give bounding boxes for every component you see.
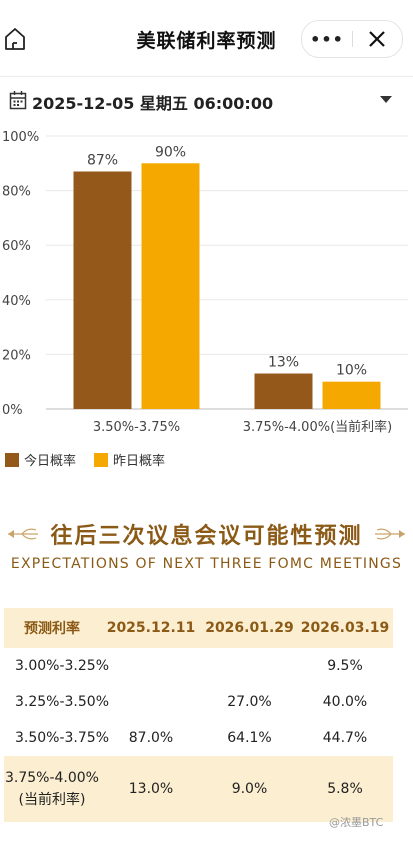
close-button[interactable]: [353, 21, 402, 57]
table-row: 3.50%-3.75% 87.0% 64.1% 44.7%: [4, 720, 393, 756]
fomc-table: 预测利率 2025.12.11 2026.01.29 2026.03.19 3.…: [4, 608, 393, 822]
section-subtitle: EXPECTATIONS OF NEXT THREE FOMC MEETINGS: [10, 556, 403, 572]
rate-cell: 3.00%-3.25%: [15, 658, 110, 674]
table-header-row: 预测利率 2025.12.11 2026.01.29 2026.03.19: [4, 608, 393, 648]
legend-item-yesterday: 昨日概率: [94, 450, 165, 469]
value-cell: 27.0%: [227, 694, 272, 710]
legend-item-today: 今日概率: [5, 450, 76, 469]
date-selector[interactable]: 2025-12-05 星期五 06:00:00: [0, 86, 413, 116]
legend-swatch-yesterday: [94, 452, 108, 467]
mini-program-capsule: •••: [301, 20, 403, 58]
value-cell: 9.5%: [327, 658, 363, 674]
dropdown-arrow-icon[interactable]: [380, 96, 392, 103]
rate-cell: 3.75%-4.00% (当前利率): [4, 767, 100, 811]
table-row: 3.00%-3.25% 9.5%: [4, 648, 393, 684]
y-tick-label: 60%: [2, 239, 31, 254]
data-label: 87%: [87, 152, 118, 168]
y-tick-label: 40%: [2, 294, 31, 309]
probability-bar-chart: 100% 80% 60% 40% 20% 0% 87% 90% 3.50%-3.75% 13% 10…: [0, 124, 413, 444]
left-ornament-icon: [8, 528, 38, 540]
legend-swatch-today: [5, 452, 19, 467]
bar: [141, 163, 200, 409]
header-cell: 2025.12.11: [106, 620, 196, 636]
close-icon: [369, 31, 385, 47]
x-tick-label: 3.75%-4.00%(当前利率): [243, 419, 392, 435]
y-tick-label: 0%: [2, 403, 23, 418]
header-cell: 预测利率: [24, 621, 80, 637]
y-tick-label: 100%: [2, 130, 39, 145]
table-row: 3.25%-3.50% 27.0% 40.0%: [4, 684, 393, 720]
value-cell: 9.0%: [231, 781, 268, 797]
right-ornament-icon: [375, 528, 405, 540]
more-button[interactable]: •••: [310, 29, 344, 49]
home-icon: [5, 28, 25, 50]
chart-svg: 100% 80% 60% 40% 20% 0% 87% 90% 3.50%-3.75% 13% 10…: [2, 130, 408, 435]
bar: [322, 381, 381, 409]
rate-cell: 3.25%-3.50%: [15, 694, 110, 710]
value-cell: 87.0%: [128, 730, 174, 746]
header-cell: 2026.01.29: [205, 620, 294, 636]
watermark: @浓墨BTC: [329, 814, 383, 830]
table-row-current-rate: 3.75%-4.00% (当前利率) 13.0% 9.0% 5.8%: [4, 756, 393, 822]
value-cell: 13.0%: [128, 781, 174, 797]
value-cell: 40.0%: [322, 694, 368, 710]
calendar-icon: [9, 91, 27, 110]
legend-label-today: 今日概率: [24, 454, 77, 469]
capsule-divider: [352, 31, 353, 47]
data-label: 13%: [268, 355, 299, 371]
rate-label-line1: 3.75%-4.00%: [4, 770, 99, 786]
y-tick-label: 80%: [2, 185, 31, 200]
bar: [73, 171, 132, 409]
section-title: 往后三次议息会议可能性预测: [50, 524, 363, 549]
bar: [254, 373, 313, 409]
value-cell: 5.8%: [327, 781, 363, 797]
rate-cell: 3.50%-3.75%: [15, 730, 110, 746]
page-title: 美联储利率预测: [136, 30, 277, 52]
data-label: 90%: [155, 144, 186, 160]
y-tick-label: 20%: [2, 348, 31, 363]
watermark-text: @浓墨BTC: [329, 816, 384, 829]
value-cell: 44.7%: [322, 730, 368, 746]
x-tick-label: 3.50%-3.75%: [93, 420, 180, 435]
header-cell: 2026.03.19: [300, 620, 390, 636]
legend-label-yesterday: 昨日概率: [113, 454, 166, 469]
header: 美联储利率预测 •••: [0, 14, 413, 64]
status-bar: [0, 0, 413, 10]
rate-label-line2: (当前利率): [18, 792, 86, 808]
data-label: 10%: [336, 363, 367, 379]
chart-legend: 今日概率 昨日概率: [0, 447, 413, 469]
value-cell: 64.1%: [227, 730, 272, 746]
header-divider: [0, 76, 413, 77]
home-button[interactable]: [3, 26, 27, 52]
date-text: 2025-12-05 星期五 06:00:00: [32, 94, 274, 113]
